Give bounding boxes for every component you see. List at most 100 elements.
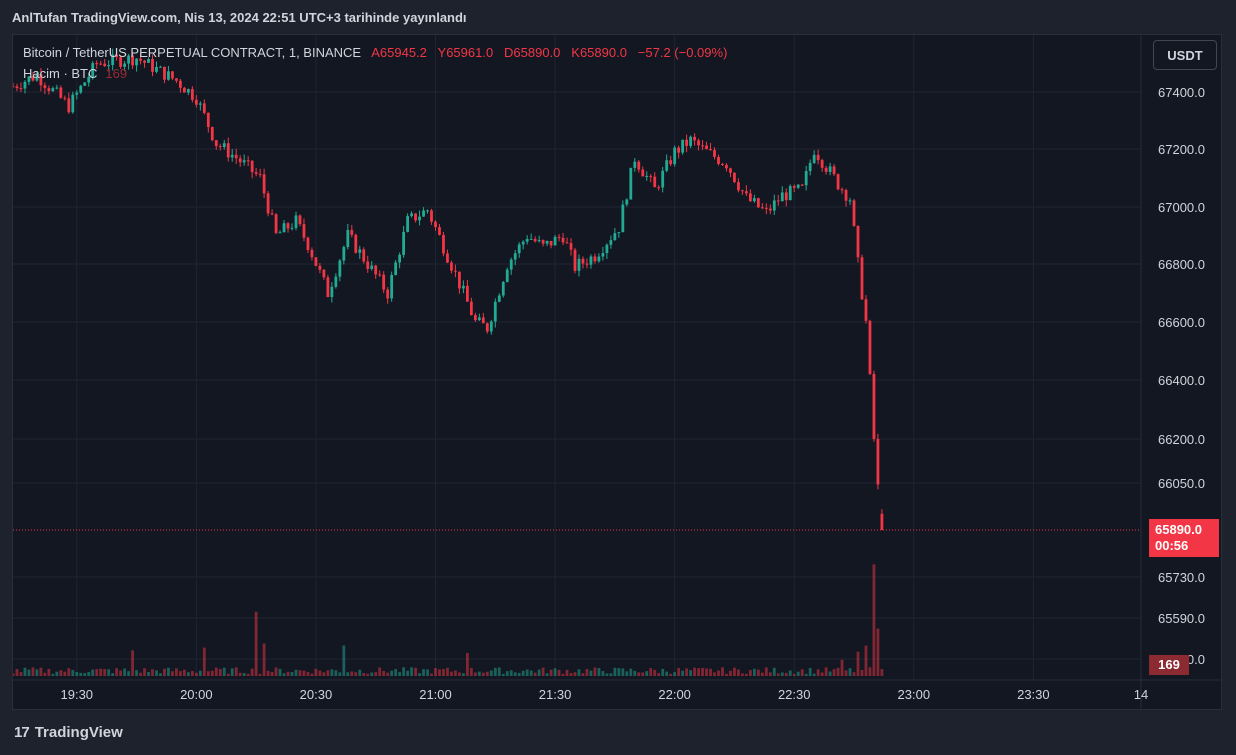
low-value: 65890.0 [513, 45, 561, 60]
candle-body [226, 143, 230, 158]
candle-body [764, 207, 768, 209]
volume-bar [824, 667, 828, 676]
volume-bar [79, 672, 83, 676]
symbol-name[interactable]: Bitcoin / TetherUS PERPETUAL CONTRACT, 1… [23, 45, 362, 60]
volume-bar [844, 670, 848, 676]
volume-bar [51, 673, 55, 676]
candle-body [573, 249, 577, 271]
volume-bar [625, 671, 629, 676]
volume-bar [549, 669, 553, 676]
candle-body [143, 60, 146, 63]
chart-frame[interactable]: 67400.0 67200.0 67000.0 66800.0 66600.0 66400… [12, 34, 1222, 710]
volume-bar [326, 670, 330, 676]
volume-bar [286, 671, 290, 676]
candle-body [406, 216, 409, 232]
volume-bar [390, 670, 394, 676]
candle-body [147, 58, 150, 63]
candle-body [238, 158, 242, 163]
volume-bar [617, 668, 621, 676]
volume-bar [290, 672, 294, 676]
currency-button[interactable]: USDT [1153, 40, 1217, 70]
volume-bar [418, 673, 421, 676]
price-tick-label: 66050.0 [1158, 476, 1205, 491]
candle-body [155, 66, 158, 72]
candle-body [872, 373, 876, 439]
candle-body [266, 193, 270, 214]
volume-bar [175, 668, 178, 676]
candle-body [398, 254, 402, 263]
volume-bar [473, 672, 477, 676]
price-candles [13, 48, 884, 530]
candle-body [868, 320, 872, 374]
volume-bar [573, 672, 577, 676]
candle-body [123, 63, 126, 67]
candle-body [182, 87, 186, 93]
candle-body [808, 162, 812, 172]
candle-body [270, 213, 274, 215]
time-tick-label: 19:30 [61, 687, 94, 702]
candle-body [366, 261, 370, 269]
tradingview-logo[interactable]: 17 TradingView [14, 724, 123, 741]
volume-bar [179, 671, 182, 676]
candle-body [541, 240, 545, 244]
volume-bar [366, 673, 370, 676]
candle-body [729, 168, 732, 173]
candle-body [254, 172, 258, 174]
price-tick-label: 67400.0 [1158, 85, 1205, 100]
candle-body [748, 193, 752, 202]
volume-bar [19, 672, 23, 676]
candle-body [39, 74, 43, 86]
candle-body [673, 147, 677, 165]
volume-bar [378, 667, 382, 676]
candle-body [159, 66, 162, 68]
volume-bar [733, 667, 736, 676]
volume-bar [788, 670, 792, 676]
candle-body [756, 198, 760, 208]
last-price-value: 65890.0 [1155, 522, 1202, 537]
grid-lines [13, 35, 1221, 709]
volume-bar [856, 651, 860, 676]
volume-bar [541, 667, 545, 676]
volume-bar [485, 671, 489, 676]
volume-bar [410, 667, 413, 676]
candle-body [306, 237, 310, 250]
volume-bar [661, 668, 665, 676]
high-value: 65961.0 [446, 45, 494, 60]
candle-body [334, 276, 338, 287]
candle-body [745, 191, 748, 194]
candlestick-chart[interactable]: 67400.0 67200.0 67000.0 66800.0 66600.0 66400… [13, 35, 1221, 709]
candle-body [669, 160, 673, 165]
candle-body [752, 198, 756, 202]
candle-body [741, 190, 744, 192]
volume-bar [238, 672, 242, 676]
candle-body [613, 233, 617, 241]
volume-label[interactable]: Hacim · BTC [23, 66, 98, 81]
volume-bar [796, 671, 800, 676]
volume-bar [262, 643, 266, 676]
candle-body [354, 234, 358, 253]
volume-bar [386, 672, 390, 676]
candle-body [625, 199, 629, 205]
candle-body [95, 63, 99, 65]
candle-body [772, 200, 776, 211]
symbol-legend: Bitcoin / TetherUS PERPETUAL CONTRACT, 1… [23, 45, 727, 60]
time-tick-label: 20:00 [180, 687, 213, 702]
volume-bar [374, 672, 378, 676]
candle-body [848, 200, 852, 202]
volume-bar [860, 669, 864, 676]
volume-bar [314, 668, 318, 676]
close-label: K [571, 45, 580, 60]
volume-bar [250, 668, 254, 676]
candle-body [804, 171, 808, 186]
low-label: D [504, 45, 514, 60]
candle-body [374, 265, 378, 275]
volume-bar [693, 667, 696, 676]
volume-bar [553, 668, 557, 676]
volume-bar [521, 670, 525, 676]
candle-body [760, 207, 764, 209]
volume-bar [601, 671, 605, 676]
volume-bar [768, 672, 772, 676]
candle-body [342, 247, 346, 261]
candle-body [390, 274, 394, 299]
candle-body [67, 98, 71, 113]
